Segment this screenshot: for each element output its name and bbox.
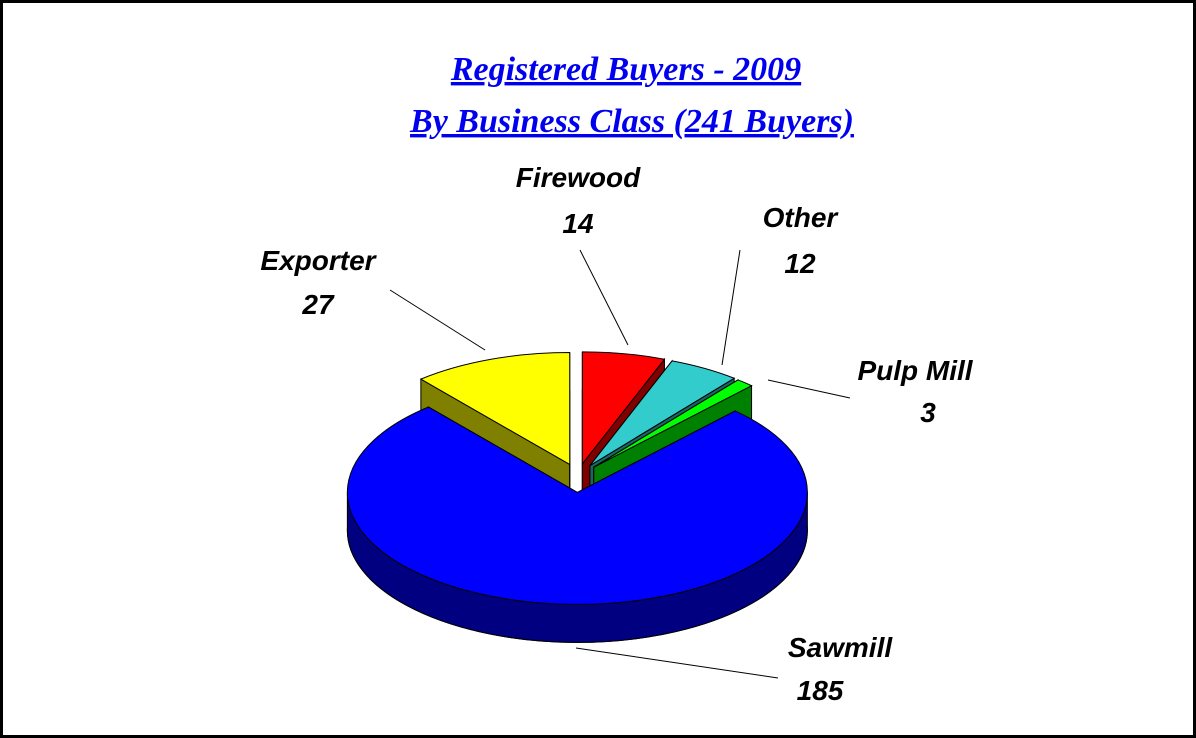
slice <box>346 406 808 605</box>
slice-label: Sawmill <box>788 632 893 663</box>
slice <box>581 351 666 466</box>
slice-value: 185 <box>797 675 844 706</box>
slice-value: 14 <box>562 208 594 239</box>
slice-value: 3 <box>920 397 936 428</box>
slice-label: Exporter <box>260 245 377 276</box>
slice-value: 12 <box>784 248 816 279</box>
leader-line <box>575 647 779 679</box>
slice <box>419 351 571 466</box>
slice <box>589 360 736 466</box>
leader-line <box>579 249 629 346</box>
slice-label: Other <box>763 202 840 233</box>
slice <box>593 379 753 468</box>
slice-label: Firewood <box>516 162 641 193</box>
chart-subtitle: By Business Class (241 Buyers) <box>409 103 854 140</box>
slice-label: Pulp Mill <box>857 355 973 386</box>
slice-value: 27 <box>301 289 335 320</box>
slice-group <box>346 406 808 643</box>
leader-line <box>767 379 851 399</box>
leader-line <box>721 249 741 366</box>
chart-title: Registered Buyers - 2009 <box>450 51 801 88</box>
leader-line <box>389 289 486 351</box>
